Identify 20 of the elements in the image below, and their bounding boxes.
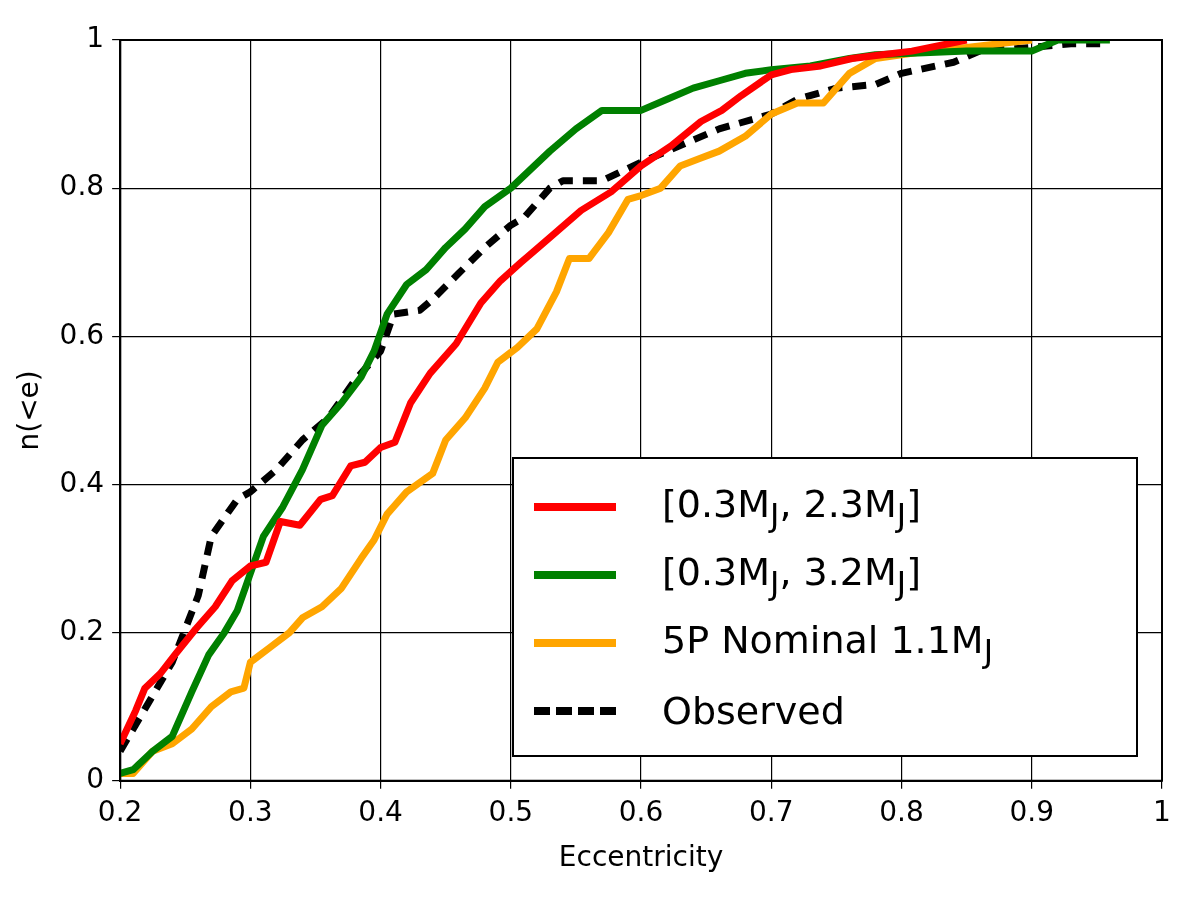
x-tick-label: 0.4 — [358, 794, 403, 828]
y-axis-title: n(<e) — [12, 370, 46, 451]
legend-label: [0.3M$_{J}$, 3.2M$_{J}$] — [662, 549, 921, 601]
y-tick-label: 0 — [86, 762, 105, 796]
y-tick-label: 0.4 — [59, 465, 105, 499]
x-tick-label: 0.7 — [749, 794, 794, 828]
y-tick-label: 1 — [86, 21, 105, 55]
legend-label: Observed — [662, 688, 845, 733]
x-tick-label: 0.8 — [879, 794, 924, 828]
y-tick-label: 0.2 — [59, 613, 105, 647]
legend-label: [0.3M$_{J}$, 2.3M$_{J}$] — [662, 481, 921, 533]
legend-label: 5P Nominal 1.1M$_{J}$ — [662, 617, 993, 669]
x-tick-label: 0.5 — [488, 794, 534, 828]
x-tick-label: 0.3 — [228, 794, 273, 828]
x-tick-label: 1 — [1153, 794, 1171, 828]
y-tick-label: 0.8 — [59, 169, 105, 203]
x-tick-label: 0.9 — [1009, 794, 1055, 828]
x-axis-title: Eccentricity — [558, 840, 724, 874]
y-tick-label: 0.6 — [59, 317, 105, 351]
x-tick-label: 0.6 — [618, 794, 664, 828]
